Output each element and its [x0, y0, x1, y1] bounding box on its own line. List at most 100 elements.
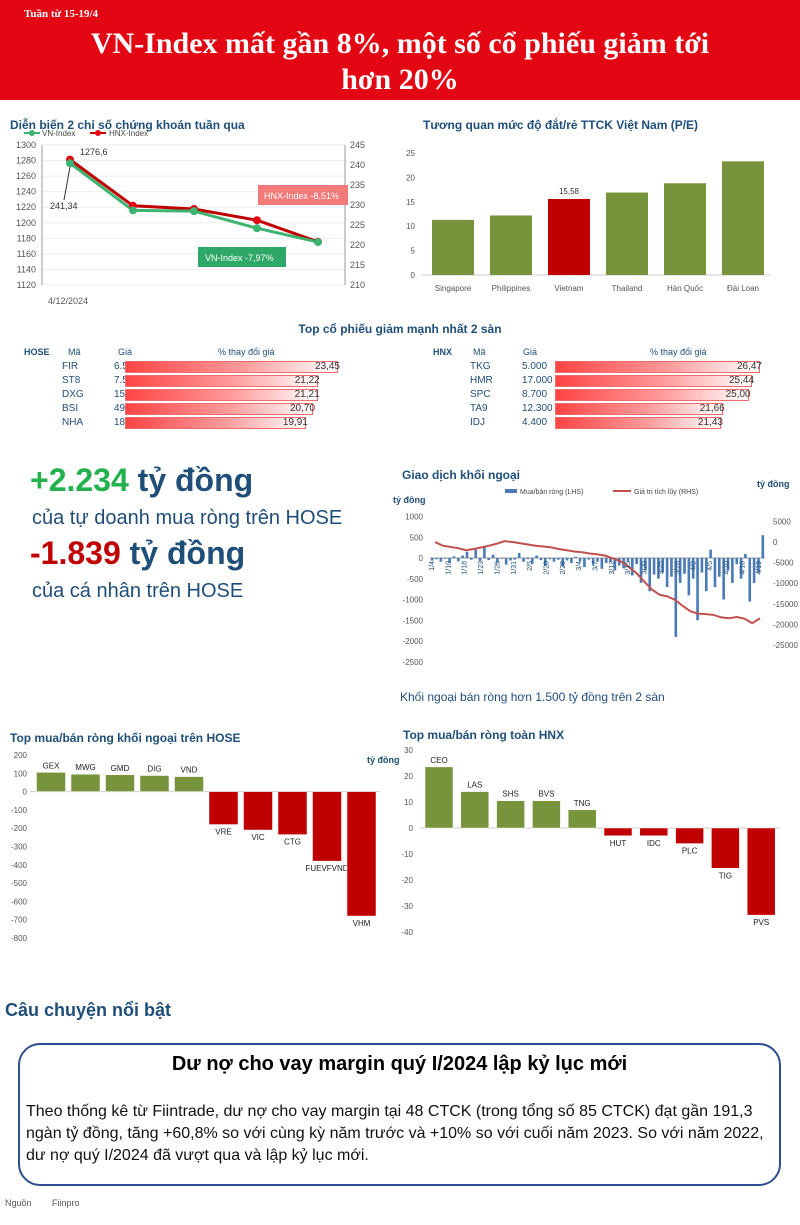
- y-tick-label: -2000: [403, 637, 424, 646]
- hnx-index-point: [253, 216, 261, 225]
- bar-category-label: TIG: [719, 871, 732, 880]
- x-tick-label: Singapore: [435, 284, 472, 293]
- change-bar: [125, 389, 318, 401]
- net-flow-bar: [478, 558, 482, 561]
- flow-bar: [208, 791, 239, 825]
- date-tick-label: 1/31: [511, 561, 518, 575]
- change-bar: [125, 375, 318, 387]
- stock-code: FIR: [62, 361, 79, 372]
- vn-callout-box: [198, 247, 286, 267]
- flow-bar: [243, 791, 273, 831]
- bar-category-label: VND: [181, 766, 198, 775]
- table-row: HMR 17.000 25,44: [425, 374, 800, 388]
- y-tick-label: -700: [11, 916, 28, 925]
- date-tick-label: 1/23: [478, 561, 485, 575]
- flow-bar: [346, 791, 377, 917]
- proprietary-unit: tỷ đồng: [137, 462, 254, 498]
- story-heading: Câu chuyện nổi bật: [5, 1000, 172, 1020]
- foreign-caption: Khối ngoại bán ròng hơn 1.500 tỷ đồng tr…: [400, 690, 665, 704]
- change-bar: [555, 417, 721, 429]
- flow-bar: [105, 774, 135, 792]
- y2-tick-label: 230: [350, 200, 365, 210]
- y-tick-label: 1120: [17, 280, 36, 290]
- top-stocks-title: Top cổ phiếu giảm mạnh nhất 2 sàn: [298, 322, 502, 336]
- net-flow-bar: [609, 558, 612, 563]
- net-flow-bar: [522, 558, 525, 562]
- net-flow-bar: [513, 558, 517, 560]
- bar-category-label: FUEVFVND: [305, 864, 348, 873]
- source-label: Nguồn: [5, 1198, 32, 1208]
- net-flow-bar: [718, 558, 721, 577]
- y-tick-label: 10: [406, 222, 415, 231]
- bar-category-label: CTG: [284, 838, 301, 847]
- net-flow-bar: [691, 558, 695, 579]
- col-code-header: Mã: [473, 347, 486, 357]
- date-tick-label: 4/10: [723, 561, 730, 575]
- net-flow-bar: [452, 556, 456, 558]
- net-flow-bar: [439, 558, 443, 562]
- vn-index-point: [253, 224, 261, 233]
- net-flow-bar: [704, 558, 708, 592]
- page-title: VN-Index mất gần 8%, một số cổ phiếu giả…: [0, 26, 800, 98]
- y-tick-label: -40: [401, 928, 413, 937]
- y2-tick-label: -10000: [773, 579, 798, 588]
- table-row: BSI49.80020,70: [0, 402, 370, 416]
- net-flow-bar: [709, 549, 712, 558]
- date-tick-label: 3/20: [642, 561, 649, 575]
- net-flow-bar: [631, 558, 634, 576]
- stock-code: NHA: [62, 417, 84, 428]
- net-flow-bar: [700, 558, 704, 573]
- y-tick-label: 1200: [16, 218, 36, 228]
- y2-tick-label: 215: [350, 260, 365, 270]
- y-tick-label: 1140: [17, 264, 36, 274]
- hose-foreign-unit: tỷ đồng: [367, 755, 400, 765]
- y2-tick-label: 210: [350, 280, 365, 290]
- vn-index-point: [314, 238, 322, 247]
- net-flow-bar: [687, 558, 691, 596]
- pe-bar: [722, 161, 764, 275]
- x-tick-label: Đài Loan: [727, 284, 759, 293]
- header-banner: Tuần từ 15-19/4 VN-Index mất gần 8%, một…: [0, 0, 800, 100]
- y2-tick-label: -5000: [773, 559, 794, 568]
- story-body: Theo thống kê từ Fiintrade, dư nợ cho va…: [26, 1103, 764, 1164]
- y-tick-label: 200: [14, 751, 28, 760]
- y2-tick-label: -15000: [773, 600, 798, 609]
- net-flow-bar: [600, 558, 604, 569]
- bar-category-label: TNG: [574, 799, 591, 808]
- y-tick-label: -2500: [403, 658, 424, 667]
- net-flow-bar: [500, 558, 504, 559]
- source-value: Fiinpro: [52, 1198, 80, 1208]
- stock-code: ST8: [62, 375, 81, 386]
- net-flow-bar: [435, 558, 438, 560]
- flow-bar: [36, 772, 66, 792]
- stock-code: BSI: [62, 403, 79, 414]
- net-flow-bar: [696, 558, 699, 621]
- y2-tick-label: 5000: [773, 517, 791, 526]
- hnx-callout-label: HNX-Index -8,51%: [264, 191, 339, 201]
- y-tick-label: -600: [11, 897, 28, 906]
- stock-price: 8.700: [522, 389, 548, 400]
- net-flow-bar: [722, 558, 725, 600]
- net-flow-bar: [644, 558, 647, 571]
- proprietary-value: +2.234: [30, 462, 129, 498]
- net-flow-bar: [509, 558, 512, 561]
- net-flow-bar: [548, 558, 551, 560]
- bar-category-label: PLC: [682, 847, 698, 856]
- pe-bar: [490, 215, 532, 275]
- y-tick-label: 5: [411, 247, 416, 256]
- net-flow-bar: [487, 558, 491, 561]
- x-tick-label: 4/12/2024: [48, 296, 88, 306]
- foreign-chart-title: Giao dịch khối ngoại: [402, 468, 521, 482]
- x-tick-label: Thailand: [612, 284, 643, 293]
- y-tick-label: 1000: [405, 513, 423, 522]
- flow-bar: [70, 773, 101, 792]
- date-tick-label: 1/4: [429, 561, 436, 571]
- week-label: Tuần từ 15-19/4: [24, 8, 99, 20]
- hnx-start-label: 241,34: [50, 201, 78, 211]
- net-flow-bar: [470, 558, 473, 560]
- date-tick-label: 2/5: [527, 561, 534, 571]
- bar-category-label: DIG: [147, 764, 161, 773]
- y2-tick-label: -25000: [773, 641, 798, 650]
- stock-code: SPC: [470, 389, 491, 400]
- net-flow-bar: [543, 558, 547, 566]
